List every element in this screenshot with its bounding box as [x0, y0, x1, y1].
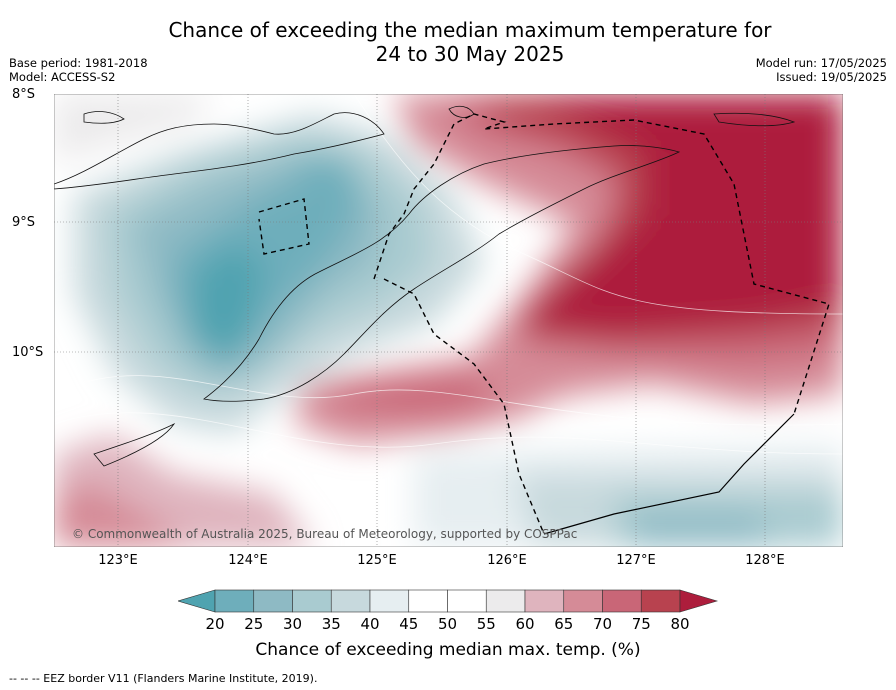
coastlines	[54, 105, 796, 467]
alor-coastline	[83, 111, 125, 124]
copyright-notice: © Commonwealth of Australia 2025, Bureau…	[72, 527, 578, 541]
colorbar-label: Chance of exceeding median max. temp. (%…	[255, 640, 641, 660]
contour-lines	[54, 94, 843, 455]
colorbar-cells	[178, 589, 719, 613]
timor-coastline	[203, 145, 681, 402]
issued-date: Issued: 19/05/2025	[776, 70, 887, 84]
colorbar-cell	[369, 589, 410, 613]
savu-coastline	[93, 422, 176, 467]
colorbar-tick-label: 70	[592, 615, 613, 633]
colorbar-cell	[524, 589, 565, 613]
lon-label-126e: 126°E	[487, 553, 527, 568]
colorbar-cell	[447, 589, 487, 613]
colorbar-tick-label: 20	[205, 615, 225, 633]
colorbar-cell	[485, 589, 526, 613]
model-run: Model run: 17/05/2025	[755, 56, 887, 70]
lon-label-128e: 128°E	[745, 553, 785, 568]
map-title: Chance of exceeding the median maximum t…	[0, 18, 896, 66]
lat-label-9s: 9°S	[12, 215, 36, 230]
wetar-coastline	[713, 112, 796, 127]
colorbar-tick-label: 25	[244, 615, 264, 633]
colorbar-tick-label: 40	[360, 615, 380, 633]
graticule	[54, 94, 843, 547]
lon-label-125e: 125°E	[357, 553, 397, 568]
colorbar-tick-label: 60	[515, 615, 535, 633]
flores-coastline	[54, 112, 385, 190]
colorbar	[178, 589, 719, 613]
colorbar-tick-label: 35	[321, 615, 341, 633]
title-line-1: Chance of exceeding the median maximum t…	[168, 18, 772, 42]
colorbar-cell	[330, 589, 371, 613]
colorbar-tick-label: 50	[437, 615, 458, 633]
colorbar-tick-label: 75	[631, 615, 651, 633]
temperature-map	[54, 94, 843, 547]
colorbar-high-extend	[679, 589, 719, 613]
colorbar-cell	[253, 589, 293, 613]
lon-label-124e: 124°E	[228, 553, 268, 568]
colorbar-cell	[214, 589, 255, 613]
colorbar-tick-label: 55	[476, 615, 496, 633]
colorbar-cell	[640, 589, 681, 613]
colorbar-tick-label: 65	[554, 615, 574, 633]
meta-right: Model run: 17/05/2025 Issued: 19/05/2025	[756, 56, 887, 84]
eez-footnote: -- -- -- EEZ border V11 (Flanders Marine…	[9, 672, 318, 685]
colorbar-tick-label: 45	[399, 615, 419, 633]
base-period: Base period: 1981-2018	[9, 56, 148, 70]
title-line-2: 24 to 30 May 2025	[375, 42, 565, 66]
lon-label-127e: 127°E	[616, 553, 656, 568]
lat-label-8s: 8°S	[12, 87, 36, 102]
lon-label-123e: 123°E	[98, 553, 138, 568]
eez-border	[258, 113, 830, 535]
colorbar-cell	[602, 589, 642, 613]
model-name: Model: ACCESS-S2	[9, 70, 116, 84]
lat-label-10s: 10°S	[12, 345, 44, 360]
colorbar-cell	[563, 589, 603, 613]
colorbar-cell	[408, 589, 448, 613]
colorbar-tick-label: 80	[670, 615, 690, 633]
meta-left: Base period: 1981-2018 Model: ACCESS-S2	[9, 56, 148, 84]
colorbar-low-extend	[178, 589, 216, 613]
eez-border-solid	[543, 413, 795, 535]
probability-field	[54, 94, 843, 547]
colorbar-cell	[292, 589, 332, 613]
colorbar-tick-label: 30	[282, 615, 303, 633]
